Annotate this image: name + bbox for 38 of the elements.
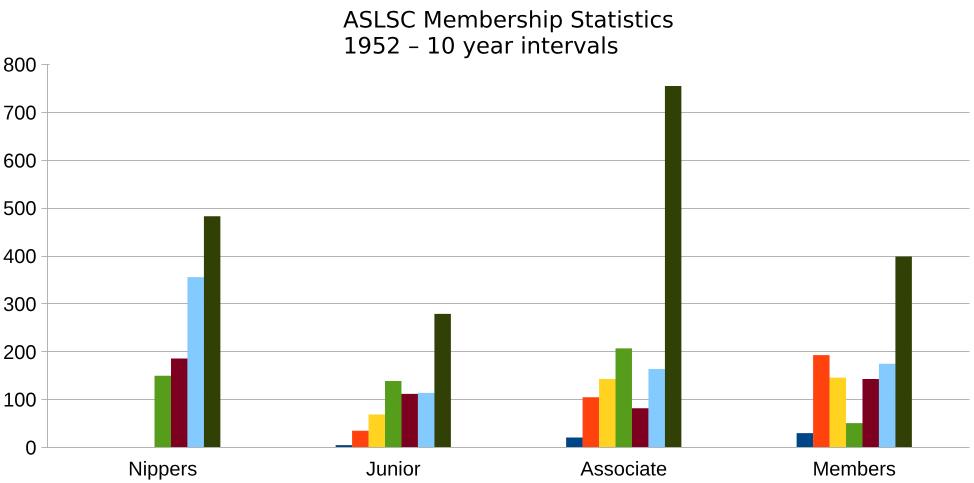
x-tick-label: Nippers: [128, 458, 198, 480]
bar: [846, 423, 862, 448]
bar: [632, 408, 648, 448]
bar: [187, 277, 204, 448]
bar: [878, 364, 896, 448]
bar: [648, 368, 665, 448]
y-tick-label: 300: [3, 294, 37, 316]
y-tick-label: 700: [3, 102, 37, 124]
bar: [434, 314, 451, 448]
bar: [616, 348, 632, 448]
y-tick-label: 400: [3, 246, 37, 268]
y-tick-label: 200: [3, 342, 37, 364]
bar: [352, 430, 369, 448]
y-tick-label: 600: [3, 150, 37, 172]
bar: [566, 437, 583, 448]
bar: [813, 355, 830, 448]
bar: [582, 397, 600, 448]
bar: [401, 394, 418, 448]
y-tick-label: 0: [25, 438, 36, 460]
y-tick-label: 800: [3, 54, 37, 76]
bar: [385, 380, 402, 448]
x-tick-label: Associate: [580, 458, 668, 480]
x-tick-label: Members: [812, 458, 896, 480]
y-tick-label: 100: [3, 390, 37, 412]
bar: [154, 376, 171, 448]
chart-title: ASLSC Membership Statistics 1952 – 10 year intervals: [343, 8, 674, 60]
bar: [830, 378, 846, 448]
x-tick-label: Junior: [366, 458, 421, 480]
bar: [599, 379, 616, 448]
bar: [170, 358, 188, 448]
bar: [664, 86, 682, 448]
bar: [895, 256, 912, 448]
bar: [368, 414, 386, 448]
y-tick-label: 500: [3, 198, 37, 220]
bar: [418, 392, 434, 448]
bar: [204, 216, 220, 448]
bar: [796, 433, 814, 448]
bar: [862, 379, 879, 448]
